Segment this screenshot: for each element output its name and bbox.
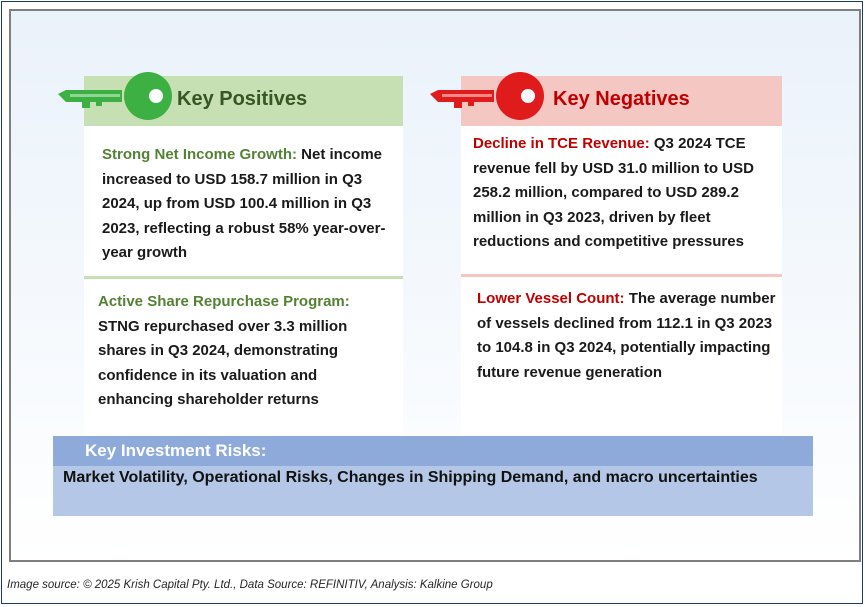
positive-item-text: Net income increased to USD 158.7 millio… <box>102 146 386 261</box>
negative-item-vessel-count: Lower Vessel Count: The average number o… <box>477 287 777 385</box>
red-key-icon <box>430 72 544 120</box>
green-key-icon <box>58 72 172 120</box>
risks-title: Key Investment Risks: <box>85 441 267 460</box>
negative-item-text: Q3 2024 TCE revenue fell by USD 31.0 mil… <box>473 135 754 250</box>
image-source-caption: Image source: © 2025 Krish Capital Pty. … <box>7 579 493 591</box>
positive-item-net-income: Strong Net Income Growth: Net income inc… <box>102 143 394 266</box>
positive-item-lead: Active Share Repurchase Program: <box>98 293 350 310</box>
risks-text: Market Volatility, Operational Risks, Ch… <box>63 469 758 486</box>
negative-item-tce-revenue: Decline in TCE Revenue: Q3 2024 TCE reve… <box>473 132 778 255</box>
negatives-divider <box>461 274 782 277</box>
negative-item-lead: Lower Vessel Count: <box>477 290 625 307</box>
positive-item-text: STNG repurchased over 3.3 million shares… <box>98 317 348 409</box>
negative-item-lead: Decline in TCE Revenue: <box>473 135 650 152</box>
positive-item-lead: Strong Net Income Growth: <box>102 146 297 163</box>
negative-item-text: The average number of vessels declined f… <box>477 290 776 381</box>
positive-item-repurchase: Active Share Repurchase Program: STNG re… <box>98 290 390 413</box>
positives-column <box>84 76 403 436</box>
negatives-column <box>461 76 782 436</box>
positives-divider <box>84 276 403 279</box>
risks-header <box>53 436 813 466</box>
risks-body <box>53 466 813 516</box>
negatives-title: Key Negatives <box>553 88 690 110</box>
positives-title: Key Positives <box>177 88 308 110</box>
